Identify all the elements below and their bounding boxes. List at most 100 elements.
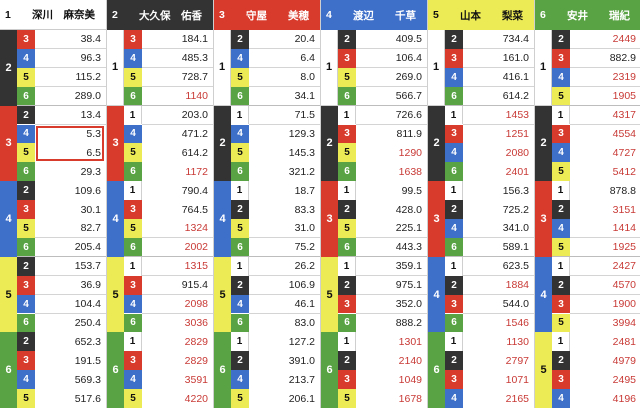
odds-value: 3994 bbox=[570, 313, 640, 333]
odds-value: 4570 bbox=[570, 275, 640, 295]
odds-value: 790.4 bbox=[142, 181, 213, 201]
second-place-boat-1: 1 bbox=[107, 30, 124, 106]
third-place-boat-3: 3 bbox=[124, 351, 142, 371]
odds-value: 1324 bbox=[142, 219, 213, 238]
odds-value: 96.3 bbox=[35, 48, 106, 68]
third-place-boat-2: 2 bbox=[445, 200, 463, 219]
third-place-boat-1: 1 bbox=[124, 105, 142, 125]
third-place-boat-4: 4 bbox=[124, 124, 142, 144]
third-place-boat-3: 3 bbox=[445, 124, 463, 144]
third-place-boat-1: 1 bbox=[231, 181, 249, 201]
odds-value: 161.0 bbox=[463, 48, 534, 68]
odds-value: 5412 bbox=[570, 162, 640, 182]
odds-value: 359.1 bbox=[356, 256, 427, 276]
column-divider bbox=[213, 0, 214, 408]
odds-value: 1678 bbox=[356, 389, 427, 408]
second-place-boat-4: 4 bbox=[214, 181, 231, 257]
odds-value: 726.6 bbox=[356, 105, 427, 125]
third-place-boat-3: 3 bbox=[338, 294, 356, 314]
third-place-boat-3: 3 bbox=[124, 200, 142, 219]
third-place-boat-6: 6 bbox=[338, 313, 356, 333]
second-place-boat-6: 6 bbox=[107, 332, 124, 408]
odds-value: 566.7 bbox=[356, 86, 427, 106]
odds-value: 1315 bbox=[142, 256, 213, 276]
third-place-boat-1: 1 bbox=[124, 181, 142, 201]
third-place-boat-6: 6 bbox=[445, 237, 463, 257]
odds-value: 2319 bbox=[570, 67, 640, 87]
third-place-boat-1: 1 bbox=[552, 105, 570, 125]
odds-value: 206.1 bbox=[249, 389, 320, 408]
third-place-boat-4: 4 bbox=[231, 294, 249, 314]
odds-value: 517.6 bbox=[35, 389, 106, 408]
third-place-boat-5: 5 bbox=[231, 389, 249, 408]
third-place-boat-4: 4 bbox=[552, 143, 570, 163]
odds-value: 1884 bbox=[463, 275, 534, 295]
odds-value: 2449 bbox=[570, 30, 640, 49]
third-place-boat-1: 1 bbox=[231, 256, 249, 276]
third-place-boat-5: 5 bbox=[338, 67, 356, 87]
third-place-boat-6: 6 bbox=[231, 313, 249, 333]
third-place-boat-6: 6 bbox=[338, 86, 356, 106]
odds-value: 99.5 bbox=[356, 181, 427, 201]
odds-value: 1638 bbox=[356, 162, 427, 182]
third-place-boat-2: 2 bbox=[231, 200, 249, 219]
odds-value: 975.1 bbox=[356, 275, 427, 295]
third-place-boat-2: 2 bbox=[17, 105, 35, 125]
third-place-boat-4: 4 bbox=[552, 389, 570, 408]
odds-value: 2140 bbox=[356, 351, 427, 371]
third-place-boat-6: 6 bbox=[338, 162, 356, 182]
third-place-boat-5: 5 bbox=[552, 313, 570, 333]
odds-value: 2829 bbox=[142, 351, 213, 371]
column-header-boat-2: 2 大久保 佑香 bbox=[107, 0, 213, 30]
odds-value: 82.7 bbox=[35, 219, 106, 238]
second-place-boat-1: 1 bbox=[214, 30, 231, 106]
third-place-boat-3: 3 bbox=[338, 370, 356, 390]
odds-value: 882.9 bbox=[570, 48, 640, 68]
odds-value: 1049 bbox=[356, 370, 427, 390]
third-place-boat-6: 6 bbox=[445, 162, 463, 182]
odds-value: 614.2 bbox=[142, 143, 213, 163]
odds-value: 38.4 bbox=[35, 30, 106, 49]
third-place-boat-6: 6 bbox=[17, 237, 35, 257]
odds-value: 5.3 bbox=[35, 124, 106, 144]
third-place-boat-2: 2 bbox=[231, 30, 249, 49]
third-place-boat-4: 4 bbox=[124, 48, 142, 68]
odds-value: 416.1 bbox=[463, 67, 534, 87]
third-place-boat-1: 1 bbox=[124, 332, 142, 352]
odds-value: 352.0 bbox=[356, 294, 427, 314]
odds-value: 1453 bbox=[463, 105, 534, 125]
third-place-boat-1: 1 bbox=[338, 332, 356, 352]
odds-value: 544.0 bbox=[463, 294, 534, 314]
third-place-boat-1: 1 bbox=[445, 105, 463, 125]
third-place-boat-6: 6 bbox=[445, 86, 463, 106]
odds-value: 2481 bbox=[570, 332, 640, 352]
third-place-boat-4: 4 bbox=[552, 67, 570, 87]
second-place-boat-6: 6 bbox=[214, 332, 231, 408]
third-place-boat-1: 1 bbox=[552, 332, 570, 352]
second-place-boat-4: 4 bbox=[0, 181, 17, 257]
odds-value: 3591 bbox=[142, 370, 213, 390]
odds-value: 30.1 bbox=[35, 200, 106, 219]
boat-number: 2 bbox=[112, 9, 118, 21]
second-place-boat-2: 2 bbox=[535, 105, 552, 182]
third-place-boat-2: 2 bbox=[445, 30, 463, 49]
third-place-boat-6: 6 bbox=[17, 313, 35, 333]
third-place-boat-5: 5 bbox=[338, 389, 356, 408]
odds-value: 156.3 bbox=[463, 181, 534, 201]
racer-name: 守屋 美穂 bbox=[246, 9, 309, 22]
odds-value: 269.0 bbox=[356, 67, 427, 87]
odds-value: 1900 bbox=[570, 294, 640, 314]
third-place-boat-2: 2 bbox=[552, 200, 570, 219]
third-place-boat-5: 5 bbox=[231, 67, 249, 87]
third-place-boat-4: 4 bbox=[445, 219, 463, 238]
third-place-boat-2: 2 bbox=[338, 351, 356, 371]
third-place-boat-1: 1 bbox=[552, 256, 570, 276]
odds-value: 3151 bbox=[570, 200, 640, 219]
third-place-boat-4: 4 bbox=[231, 370, 249, 390]
racer-name: 大久保 佑香 bbox=[139, 9, 202, 22]
odds-value: 20.4 bbox=[249, 30, 320, 49]
odds-value: 1925 bbox=[570, 237, 640, 257]
third-place-boat-4: 4 bbox=[445, 67, 463, 87]
second-place-boat-1: 1 bbox=[428, 30, 445, 106]
odds-value: 4220 bbox=[142, 389, 213, 408]
